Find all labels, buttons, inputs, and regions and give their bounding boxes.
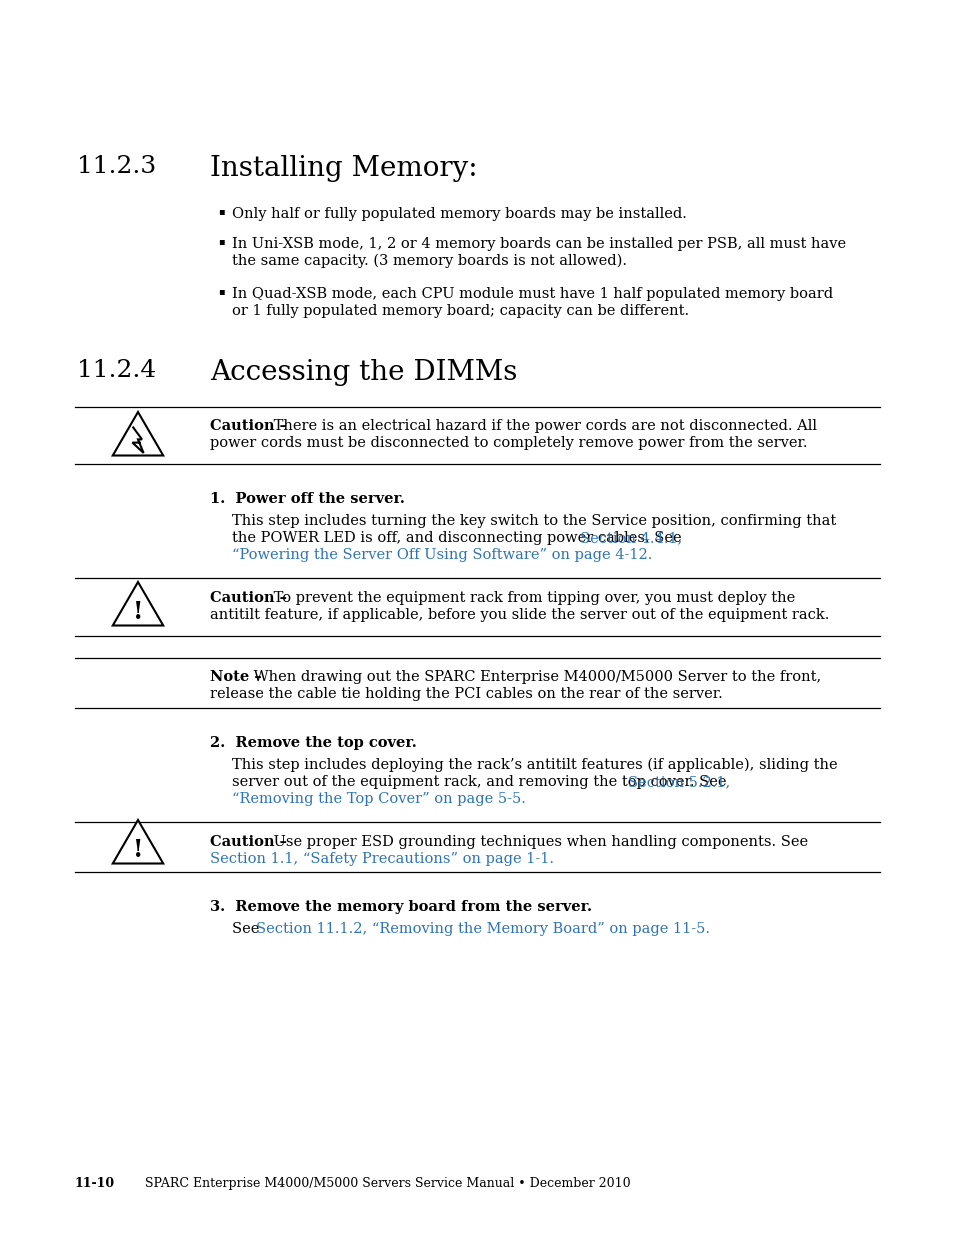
Text: 11.2.3: 11.2.3 xyxy=(77,156,156,178)
Text: 3.  Remove the memory board from the server.: 3. Remove the memory board from the serv… xyxy=(210,900,592,914)
Text: Installing Memory:: Installing Memory: xyxy=(210,156,477,182)
Text: In Uni-XSB mode, 1, 2 or 4 memory boards can be installed per PSB, all must have: In Uni-XSB mode, 1, 2 or 4 memory boards… xyxy=(232,237,845,251)
Text: Use proper ESD grounding techniques when handling components. See: Use proper ESD grounding techniques when… xyxy=(269,835,807,848)
Text: release the cable tie holding the PCI cables on the rear of the server.: release the cable tie holding the PCI ca… xyxy=(210,687,722,701)
Text: power cords must be disconnected to completely remove power from the server.: power cords must be disconnected to comp… xyxy=(210,436,806,450)
Text: or 1 fully populated memory board; capacity can be different.: or 1 fully populated memory board; capac… xyxy=(232,304,688,317)
Text: Accessing the DIMMs: Accessing the DIMMs xyxy=(210,359,517,387)
Text: 2.  Remove the top cover.: 2. Remove the top cover. xyxy=(210,736,416,750)
Text: There is an electrical hazard if the power cords are not disconnected. All: There is an electrical hazard if the pow… xyxy=(269,419,816,433)
Text: Caution –: Caution – xyxy=(210,835,287,848)
Text: Caution –: Caution – xyxy=(210,592,287,605)
Text: In Quad-XSB mode, each CPU module must have 1 half populated memory board: In Quad-XSB mode, each CPU module must h… xyxy=(232,287,832,301)
Text: !: ! xyxy=(132,600,143,625)
Text: Caution –: Caution – xyxy=(210,419,287,433)
Text: ▪: ▪ xyxy=(218,207,224,216)
Text: “Powering the Server Off Using Software” on page 4-12.: “Powering the Server Off Using Software”… xyxy=(232,548,652,562)
Text: ▪: ▪ xyxy=(218,287,224,296)
Text: 1.  Power off the server.: 1. Power off the server. xyxy=(210,492,404,506)
Text: This step includes deploying the rack’s antitilt features (if applicable), slidi: This step includes deploying the rack’s … xyxy=(232,758,837,772)
Text: SPARC Enterprise M4000/M5000 Servers Service Manual • December 2010: SPARC Enterprise M4000/M5000 Servers Ser… xyxy=(145,1177,630,1191)
Text: See: See xyxy=(232,923,264,936)
Text: When drawing out the SPARC Enterprise M4000/M5000 Server to the front,: When drawing out the SPARC Enterprise M4… xyxy=(249,671,821,684)
Text: !: ! xyxy=(132,839,143,862)
Polygon shape xyxy=(112,820,163,863)
Text: 11-10: 11-10 xyxy=(75,1177,115,1191)
Text: Section 11.1.2, “Removing the Memory Board” on page 11-5.: Section 11.1.2, “Removing the Memory Boa… xyxy=(255,923,709,936)
Polygon shape xyxy=(112,412,163,456)
Text: antitilt feature, if applicable, before you slide the server out of the equipmen: antitilt feature, if applicable, before … xyxy=(210,608,828,622)
Text: ▪: ▪ xyxy=(218,237,224,246)
Text: To prevent the equipment rack from tipping over, you must deploy the: To prevent the equipment rack from tippi… xyxy=(269,592,795,605)
Polygon shape xyxy=(112,582,163,625)
Text: Section 1.1, “Safety Precautions” on page 1-1.: Section 1.1, “Safety Precautions” on pag… xyxy=(210,852,554,866)
Text: Only half or fully populated memory boards may be installed.: Only half or fully populated memory boar… xyxy=(232,207,686,221)
Text: the POWER LED is off, and disconnecting power cables. See: the POWER LED is off, and disconnecting … xyxy=(232,531,685,545)
Text: Section 4.4.1,: Section 4.4.1, xyxy=(579,531,681,545)
Text: This step includes turning the key switch to the Service position, confirming th: This step includes turning the key switc… xyxy=(232,514,836,529)
Text: Note –: Note – xyxy=(210,671,261,684)
Text: Section 5.2.1,: Section 5.2.1, xyxy=(627,776,729,789)
Text: server out of the equipment rack, and removing the top cover. See: server out of the equipment rack, and re… xyxy=(232,776,730,789)
Text: “Removing the Top Cover” on page 5-5.: “Removing the Top Cover” on page 5-5. xyxy=(232,792,525,806)
Text: the same capacity. (3 memory boards is not allowed).: the same capacity. (3 memory boards is n… xyxy=(232,254,626,268)
Text: 11.2.4: 11.2.4 xyxy=(77,359,156,382)
